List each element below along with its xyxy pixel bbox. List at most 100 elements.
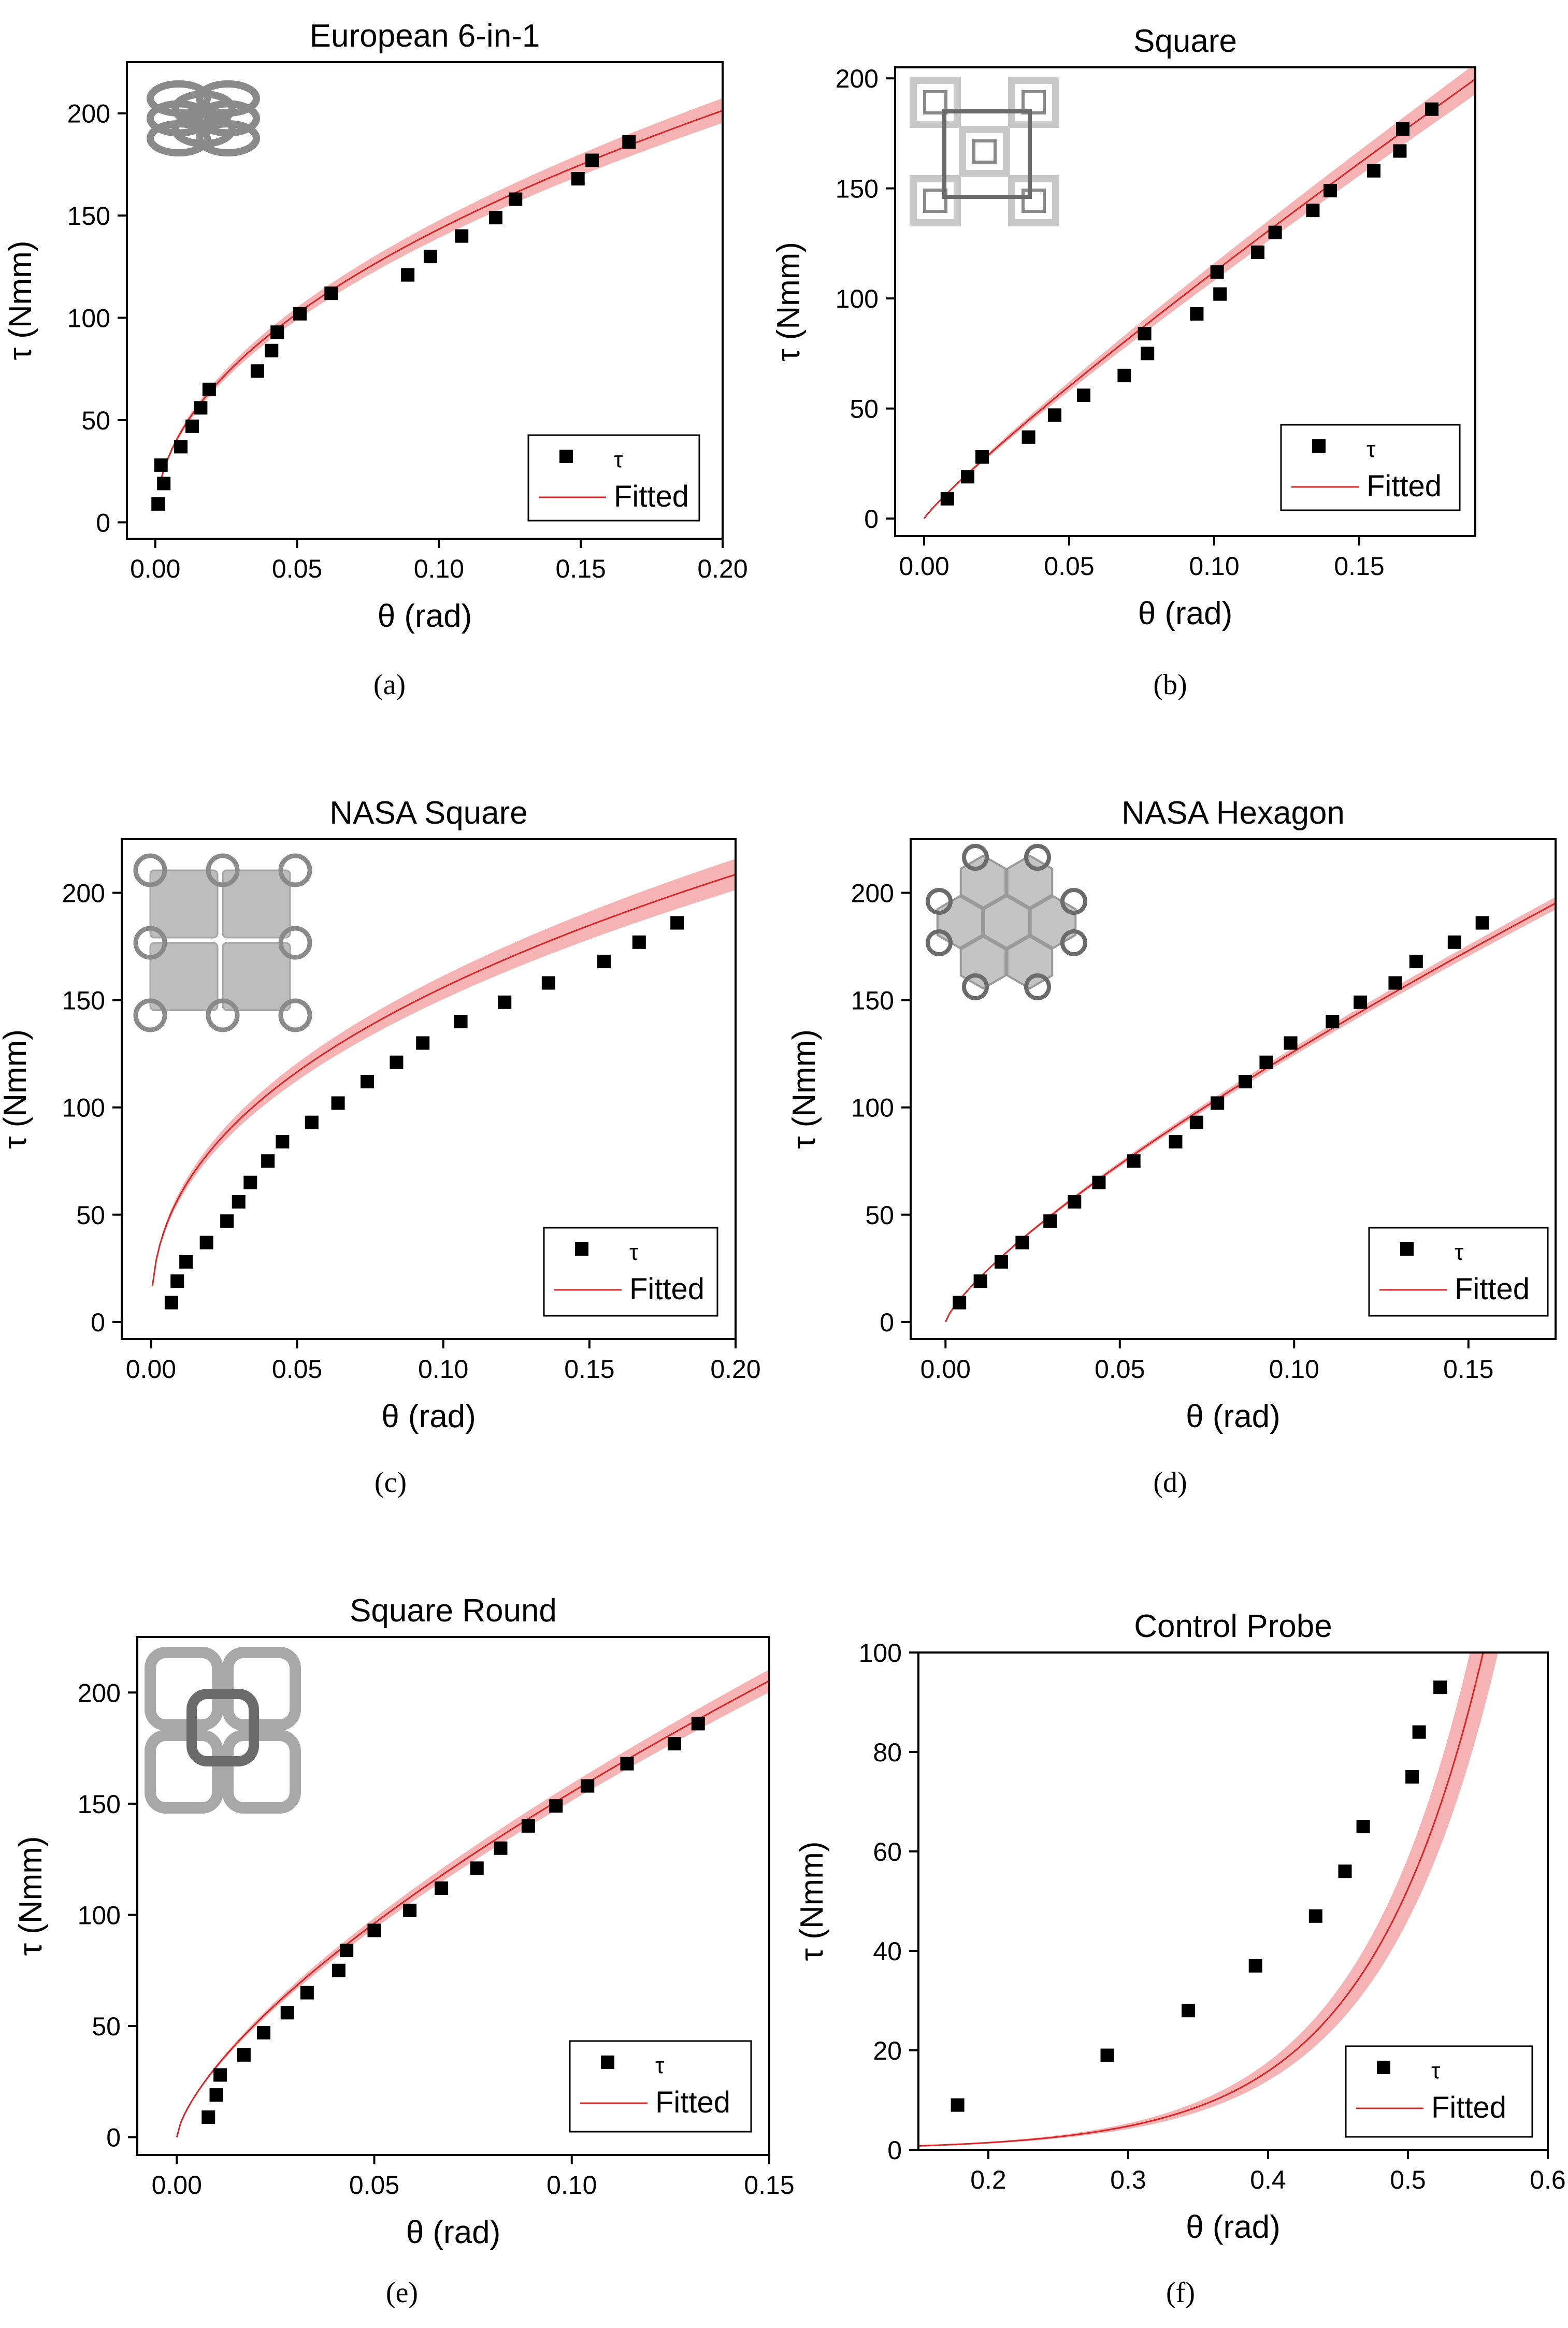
data-point [1022, 430, 1035, 444]
data-point [1100, 2048, 1114, 2062]
x-tick-label: 0.10 [418, 1355, 468, 1384]
x-tick-label: 0.6 [1530, 2165, 1566, 2194]
data-point [194, 401, 208, 415]
data-point [1268, 225, 1282, 239]
data-point [280, 2006, 294, 2020]
data-point [1405, 1770, 1419, 1784]
data-point [401, 268, 415, 282]
y-tick-label: 200 [851, 879, 894, 908]
y-tick-label: 200 [836, 64, 879, 93]
fit-confidence-band [152, 858, 736, 1287]
fit-confidence-band [177, 1669, 769, 2137]
y-tick-label: 100 [859, 1639, 902, 1668]
legend-marker [1377, 2061, 1390, 2074]
x-tick-label: 0.00 [152, 2171, 202, 2200]
y-tick-label: 50 [76, 1201, 105, 1230]
data-point [549, 1799, 563, 1813]
data-point [1190, 307, 1204, 321]
data-point [1189, 1115, 1203, 1129]
chart-panel-a: 0.00 0.05 0.10 0.15 0.20 0 50 100 150 200 European… [0, 0, 784, 725]
fit-confidence-band [918, 1652, 1498, 2147]
data-point [541, 976, 555, 990]
data-point [1324, 183, 1337, 197]
data-point [1127, 1154, 1141, 1168]
x-axis-label: θ (rad) [381, 1399, 476, 1434]
data-point [1447, 935, 1461, 949]
legend-marker [559, 450, 573, 463]
data-point [1259, 1055, 1273, 1069]
y-axis-label: τ (Nmm) [13, 1836, 49, 1956]
data-point [265, 343, 279, 357]
legend-box [527, 434, 700, 522]
legend-marker-label: τ [1455, 1240, 1464, 1265]
chart-panel-b: 0.00 0.05 0.10 0.15 0 50 100 150 200 Square θ (rad… [771, 0, 1568, 725]
data-point [1412, 1725, 1426, 1739]
data-point [423, 250, 437, 264]
data-point [455, 229, 469, 243]
legend-fit-label: Fitted [1431, 2091, 1506, 2124]
x-tick-label: 0.15 [744, 2171, 794, 2200]
legend: τ Fitted [1345, 2045, 1533, 2138]
y-axis-label: τ (Nmm) [771, 242, 807, 362]
data-point [305, 1115, 319, 1129]
y-tick-label: 0 [106, 2123, 121, 2152]
legend-marker [601, 2056, 614, 2069]
x-tick-label: 0.2 [970, 2165, 1006, 2194]
data-point [1211, 1096, 1225, 1110]
y-tick-label: 150 [62, 986, 105, 1015]
european-6-in-1-icon [147, 80, 260, 156]
data-point [179, 1255, 193, 1269]
caption-e: (e) [385, 2277, 419, 2309]
data-point [1182, 2004, 1196, 2018]
legend: τ Fitted [543, 1227, 718, 1317]
data-point [257, 2025, 270, 2039]
data-point [1306, 204, 1320, 218]
y-tick-label: 0 [880, 1308, 894, 1337]
fit-line [176, 1680, 769, 2138]
data-point [488, 211, 502, 225]
chart-d: 0.00 0.05 0.10 0.15 0 50 100 150 200 NASA Hexagon… [786, 795, 1557, 1434]
y-tick-label: 200 [62, 879, 105, 908]
legend-box [543, 1227, 718, 1317]
y-tick-label: 100 [78, 1901, 121, 1930]
legend-fit-label: Fitted [1455, 1272, 1530, 1306]
x-tick-label: 0.00 [899, 552, 949, 581]
data-point [367, 1923, 381, 1937]
y-tick-label: 0 [887, 2136, 902, 2165]
data-point [509, 192, 523, 206]
y-tick-label: 100 [62, 1094, 105, 1123]
data-point [403, 1903, 417, 1917]
data-point [1138, 327, 1152, 341]
caption-c: (c) [374, 1467, 407, 1499]
data-point [213, 2068, 227, 2082]
legend-marker [1312, 439, 1326, 453]
data-point [585, 153, 599, 167]
chart-panel-e: 0.00 0.05 0.10 0.15 0 50 100 150 200 Square Round… [0, 1575, 795, 2328]
x-tick-label: 0.10 [1189, 552, 1239, 581]
data-point [390, 1055, 404, 1069]
fit-confidence-band [161, 98, 723, 481]
y-axis-label: τ (Nmm) [3, 240, 38, 360]
y-axis-label: τ (Nmm) [0, 1029, 33, 1149]
legend-marker [575, 1242, 588, 1256]
legend-marker-label: τ [655, 2053, 665, 2078]
square-weave-icon [910, 77, 1059, 226]
data-point [994, 1255, 1008, 1269]
data-point [1248, 1959, 1262, 1973]
y-tick-label: 150 [78, 1790, 121, 1819]
legend-marker-label: τ [614, 447, 623, 472]
data-point [1239, 1075, 1253, 1089]
legend: τ Fitted [1368, 1227, 1549, 1317]
data-point [331, 1096, 345, 1110]
data-point [1169, 1134, 1183, 1148]
data-point [1068, 1195, 1082, 1209]
legend-box [1280, 424, 1461, 511]
y-axis-label: τ (Nmm) [786, 1029, 822, 1149]
plot-frame [894, 66, 1476, 537]
y-tick-label: 100 [836, 284, 879, 313]
data-point [953, 1296, 967, 1310]
data-point [1393, 144, 1407, 158]
data-point [498, 995, 512, 1009]
x-tick-label: 0.05 [272, 1355, 322, 1384]
x-tick-label: 0.15 [1334, 552, 1384, 581]
